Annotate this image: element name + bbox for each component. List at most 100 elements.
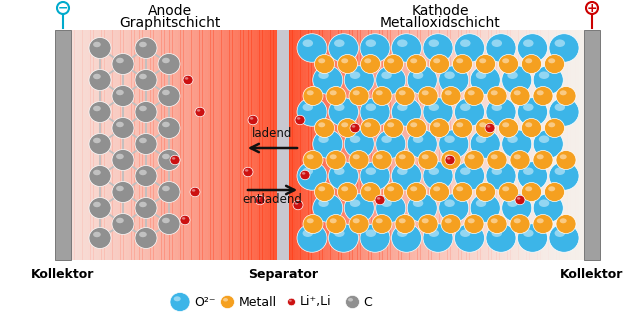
Ellipse shape <box>360 98 390 126</box>
Ellipse shape <box>365 229 376 237</box>
Bar <box>478 30 481 260</box>
Bar <box>183 30 186 260</box>
Ellipse shape <box>182 217 185 220</box>
Ellipse shape <box>410 58 417 63</box>
Bar <box>567 30 571 260</box>
Bar <box>88 30 91 260</box>
Ellipse shape <box>467 154 474 159</box>
Bar <box>469 30 472 260</box>
Ellipse shape <box>135 198 157 218</box>
Bar <box>248 30 252 260</box>
Bar <box>390 30 393 260</box>
Bar <box>371 30 374 260</box>
Ellipse shape <box>297 162 327 190</box>
Bar <box>464 30 467 260</box>
Bar <box>106 30 110 260</box>
Ellipse shape <box>525 122 532 127</box>
Ellipse shape <box>116 186 123 191</box>
Ellipse shape <box>423 34 453 62</box>
Ellipse shape <box>158 54 180 74</box>
Bar <box>597 30 600 260</box>
Ellipse shape <box>556 214 576 233</box>
Ellipse shape <box>399 218 406 223</box>
Ellipse shape <box>192 189 195 192</box>
Ellipse shape <box>479 58 486 63</box>
Bar <box>276 30 279 260</box>
Ellipse shape <box>413 199 423 207</box>
Ellipse shape <box>533 214 553 233</box>
Ellipse shape <box>391 34 421 62</box>
Ellipse shape <box>513 218 521 223</box>
Bar <box>491 30 494 260</box>
Ellipse shape <box>559 154 567 159</box>
Ellipse shape <box>544 55 564 73</box>
Ellipse shape <box>245 169 248 172</box>
Ellipse shape <box>318 122 325 127</box>
Bar <box>147 30 151 260</box>
Bar <box>570 30 573 260</box>
Ellipse shape <box>438 194 469 222</box>
Ellipse shape <box>507 199 518 207</box>
Bar <box>268 30 271 260</box>
Bar <box>112 30 115 260</box>
Bar <box>145 30 148 260</box>
Ellipse shape <box>391 98 421 126</box>
Ellipse shape <box>318 71 329 79</box>
Ellipse shape <box>539 199 549 207</box>
Bar <box>393 30 396 260</box>
Bar <box>151 30 154 260</box>
Ellipse shape <box>513 154 521 159</box>
Bar <box>243 30 246 260</box>
Ellipse shape <box>381 71 392 79</box>
Bar <box>295 30 298 260</box>
Bar <box>284 30 287 260</box>
Ellipse shape <box>447 157 450 160</box>
Ellipse shape <box>341 186 348 191</box>
Ellipse shape <box>334 40 345 47</box>
Ellipse shape <box>297 117 301 120</box>
Bar <box>437 30 440 260</box>
Ellipse shape <box>180 215 190 225</box>
Bar <box>235 30 238 260</box>
Ellipse shape <box>399 154 406 159</box>
Bar <box>556 30 559 260</box>
Ellipse shape <box>522 119 542 137</box>
Ellipse shape <box>170 155 180 165</box>
Text: C: C <box>364 295 372 309</box>
Text: O²⁻: O²⁻ <box>194 295 215 309</box>
Bar <box>172 30 175 260</box>
Bar <box>578 30 581 260</box>
Bar <box>123 30 127 260</box>
Bar <box>581 30 584 260</box>
Bar <box>551 30 554 260</box>
Bar <box>434 30 437 260</box>
Ellipse shape <box>116 122 123 127</box>
Bar <box>156 30 159 260</box>
Ellipse shape <box>352 125 355 128</box>
Ellipse shape <box>395 150 415 170</box>
Ellipse shape <box>353 90 360 95</box>
Ellipse shape <box>498 183 518 201</box>
Ellipse shape <box>507 71 518 79</box>
Ellipse shape <box>307 90 314 95</box>
Ellipse shape <box>421 154 428 159</box>
Ellipse shape <box>364 122 371 127</box>
Bar <box>575 30 579 260</box>
Bar <box>115 30 118 260</box>
Bar <box>219 30 222 260</box>
Ellipse shape <box>387 186 394 191</box>
Ellipse shape <box>158 182 180 202</box>
Bar <box>338 30 341 260</box>
Ellipse shape <box>387 58 394 63</box>
Ellipse shape <box>89 227 111 249</box>
Ellipse shape <box>112 118 134 138</box>
Bar <box>401 30 404 260</box>
Ellipse shape <box>318 186 325 191</box>
Ellipse shape <box>549 34 579 62</box>
Bar <box>535 30 538 260</box>
Bar <box>423 30 426 260</box>
Ellipse shape <box>556 86 576 106</box>
Ellipse shape <box>112 54 134 74</box>
Ellipse shape <box>406 119 427 137</box>
Ellipse shape <box>444 71 455 79</box>
